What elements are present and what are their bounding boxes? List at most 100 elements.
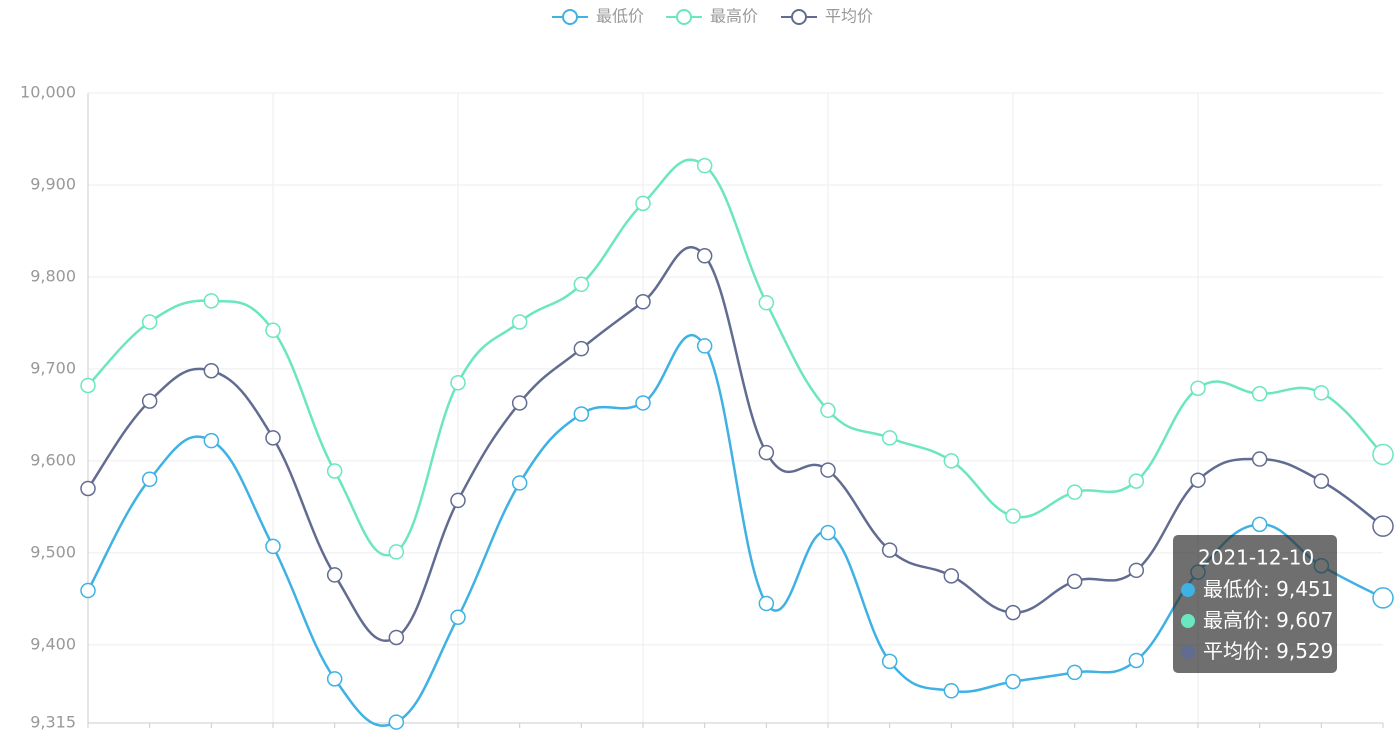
data-point (820, 524, 836, 541)
data-point (511, 475, 528, 491)
data-point (450, 374, 466, 391)
tooltip-title: 2021-12-10 (1198, 546, 1314, 570)
tooltip-dot (1181, 645, 1195, 659)
data-point (696, 248, 713, 264)
data-point (1066, 573, 1083, 590)
data-point (1313, 385, 1330, 401)
data-point (1066, 484, 1083, 500)
data-point (573, 406, 590, 422)
data-point (881, 542, 898, 558)
data-point (758, 294, 775, 311)
data-point (635, 395, 651, 411)
tooltip-sep: : (1263, 639, 1276, 663)
y-tick-label: 9,600 (30, 450, 76, 469)
y-tick-label: 9,315 (30, 713, 76, 732)
data-point (881, 430, 898, 446)
y-tick-label: 9,700 (30, 358, 76, 377)
tooltip-box (1173, 535, 1337, 673)
data-point (1005, 604, 1021, 621)
data-point (1372, 587, 1394, 609)
data-point (573, 276, 590, 293)
y-tick-label: 10,000 (20, 83, 76, 102)
legend-item[interactable]: 最低价 (552, 7, 644, 26)
data-point (265, 430, 281, 446)
legend-symbol (791, 9, 807, 25)
legend-label: 最低价 (596, 7, 644, 26)
data-point (80, 480, 96, 497)
data-point (820, 462, 836, 478)
tooltip-row: 最低价: 9,451 (1203, 577, 1333, 601)
data-point (1066, 664, 1083, 681)
data-point (758, 595, 775, 612)
y-tick-label: 9,900 (30, 174, 76, 193)
data-point (326, 463, 343, 479)
data-point (141, 393, 158, 409)
data-point (943, 453, 960, 469)
data-point (1372, 443, 1394, 466)
y-tick-label: 9,400 (30, 634, 76, 653)
tooltip-value: 9,451 (1276, 577, 1333, 601)
data-point (1251, 451, 1268, 467)
data-point (511, 314, 528, 330)
data-point (326, 671, 343, 687)
data-point (450, 609, 466, 625)
data-point (203, 432, 220, 449)
data-point (573, 340, 590, 357)
data-point (696, 338, 713, 354)
tooltip-sep: : (1263, 608, 1276, 632)
data-point (511, 395, 528, 411)
data-point (326, 567, 343, 583)
data-point (1251, 385, 1268, 402)
data-point (881, 653, 898, 670)
legend-label: 最高价 (710, 7, 758, 26)
data-point (203, 293, 220, 309)
legend-item[interactable]: 平均价 (781, 7, 873, 26)
data-point (635, 195, 651, 212)
tooltip-series-name: 最高价 (1203, 608, 1263, 632)
y-tick-label: 9,800 (30, 266, 76, 285)
data-point (1128, 473, 1145, 489)
tooltip-value: 9,529 (1276, 639, 1333, 663)
data-point (450, 492, 466, 509)
data-point (80, 377, 96, 394)
data-point (80, 582, 96, 599)
tooltip-row: 平均价: 9,529 (1203, 639, 1333, 663)
data-point (635, 294, 651, 310)
legend-label: 平均价 (825, 7, 873, 26)
data-point (1190, 472, 1206, 488)
data-point (1005, 508, 1021, 524)
data-point (1251, 516, 1268, 533)
data-point (1313, 473, 1330, 489)
data-point (388, 629, 405, 646)
legend-item[interactable]: 最高价 (666, 7, 758, 26)
data-point (388, 714, 405, 730)
data-point (265, 538, 281, 555)
data-point (388, 544, 405, 560)
tooltip-series-name: 最低价 (1203, 577, 1263, 601)
tooltip-row: 最高价: 9,607 (1203, 608, 1333, 632)
data-point (820, 402, 836, 419)
legend-symbol (676, 9, 692, 25)
data-point (943, 568, 960, 584)
data-point (1372, 515, 1394, 537)
data-point (265, 322, 281, 339)
data-point (141, 471, 158, 488)
data-point (1190, 380, 1206, 396)
legend-symbol (562, 9, 578, 25)
series-line (86, 246, 1384, 642)
data-point (696, 157, 713, 174)
data-point (141, 314, 158, 330)
data-point (943, 683, 960, 699)
data-point (1005, 673, 1021, 690)
tooltip-dot (1181, 614, 1195, 628)
data-point (1128, 652, 1145, 669)
series-line (87, 158, 1384, 557)
data-point (1128, 562, 1145, 579)
tooltip-series-name: 平均价 (1203, 639, 1263, 663)
tooltip: 2021-12-10 最低价: 9,451 最高价: 9,607 平均价: 9,529 (1173, 535, 1337, 673)
data-point (203, 363, 220, 379)
tooltip-value: 9,607 (1276, 608, 1333, 632)
series-line (86, 334, 1384, 727)
tooltip-sep: : (1263, 577, 1276, 601)
